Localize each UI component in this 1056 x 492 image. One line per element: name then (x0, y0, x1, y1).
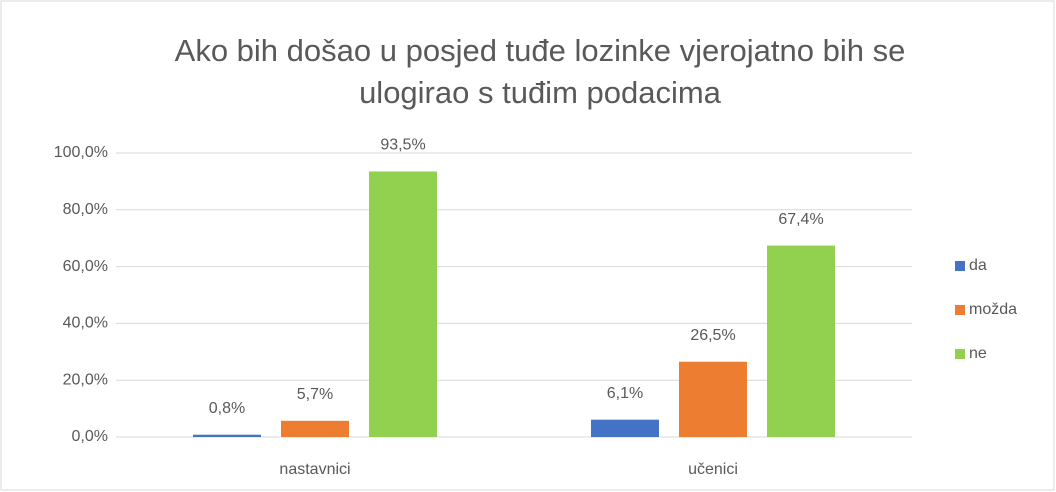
bar (281, 420, 349, 437)
bar (193, 434, 261, 437)
value-label: 6,1% (607, 385, 643, 402)
value-label: 67,4% (778, 211, 823, 228)
y-tick-label: 60,0% (63, 258, 108, 275)
legend-label: možda (969, 301, 1017, 318)
x-tick-label: nastavnici (279, 461, 350, 478)
legend-swatch (955, 305, 965, 315)
y-tick-label: 40,0% (63, 315, 108, 332)
legend-swatch (955, 349, 965, 359)
y-tick-label: 80,0% (63, 201, 108, 218)
x-tick-label: učenici (688, 461, 738, 478)
y-tick-label: 20,0% (63, 371, 108, 388)
value-label: 0,8% (209, 400, 245, 417)
legend-label: ne (969, 345, 987, 362)
legend-swatch (955, 261, 965, 271)
value-label: 93,5% (380, 137, 425, 154)
legend-label: da (969, 257, 987, 274)
bar (591, 419, 659, 437)
bar (767, 245, 835, 437)
bar (369, 171, 437, 437)
y-tick-label: 0,0% (72, 428, 108, 445)
y-tick-label: 100,0% (54, 144, 108, 161)
chart-title: Ako bih došao u posjed tuđe lozinke vjer… (174, 33, 906, 110)
value-label: 26,5% (690, 327, 735, 344)
value-label: 5,7% (297, 386, 333, 403)
bar (679, 361, 747, 437)
